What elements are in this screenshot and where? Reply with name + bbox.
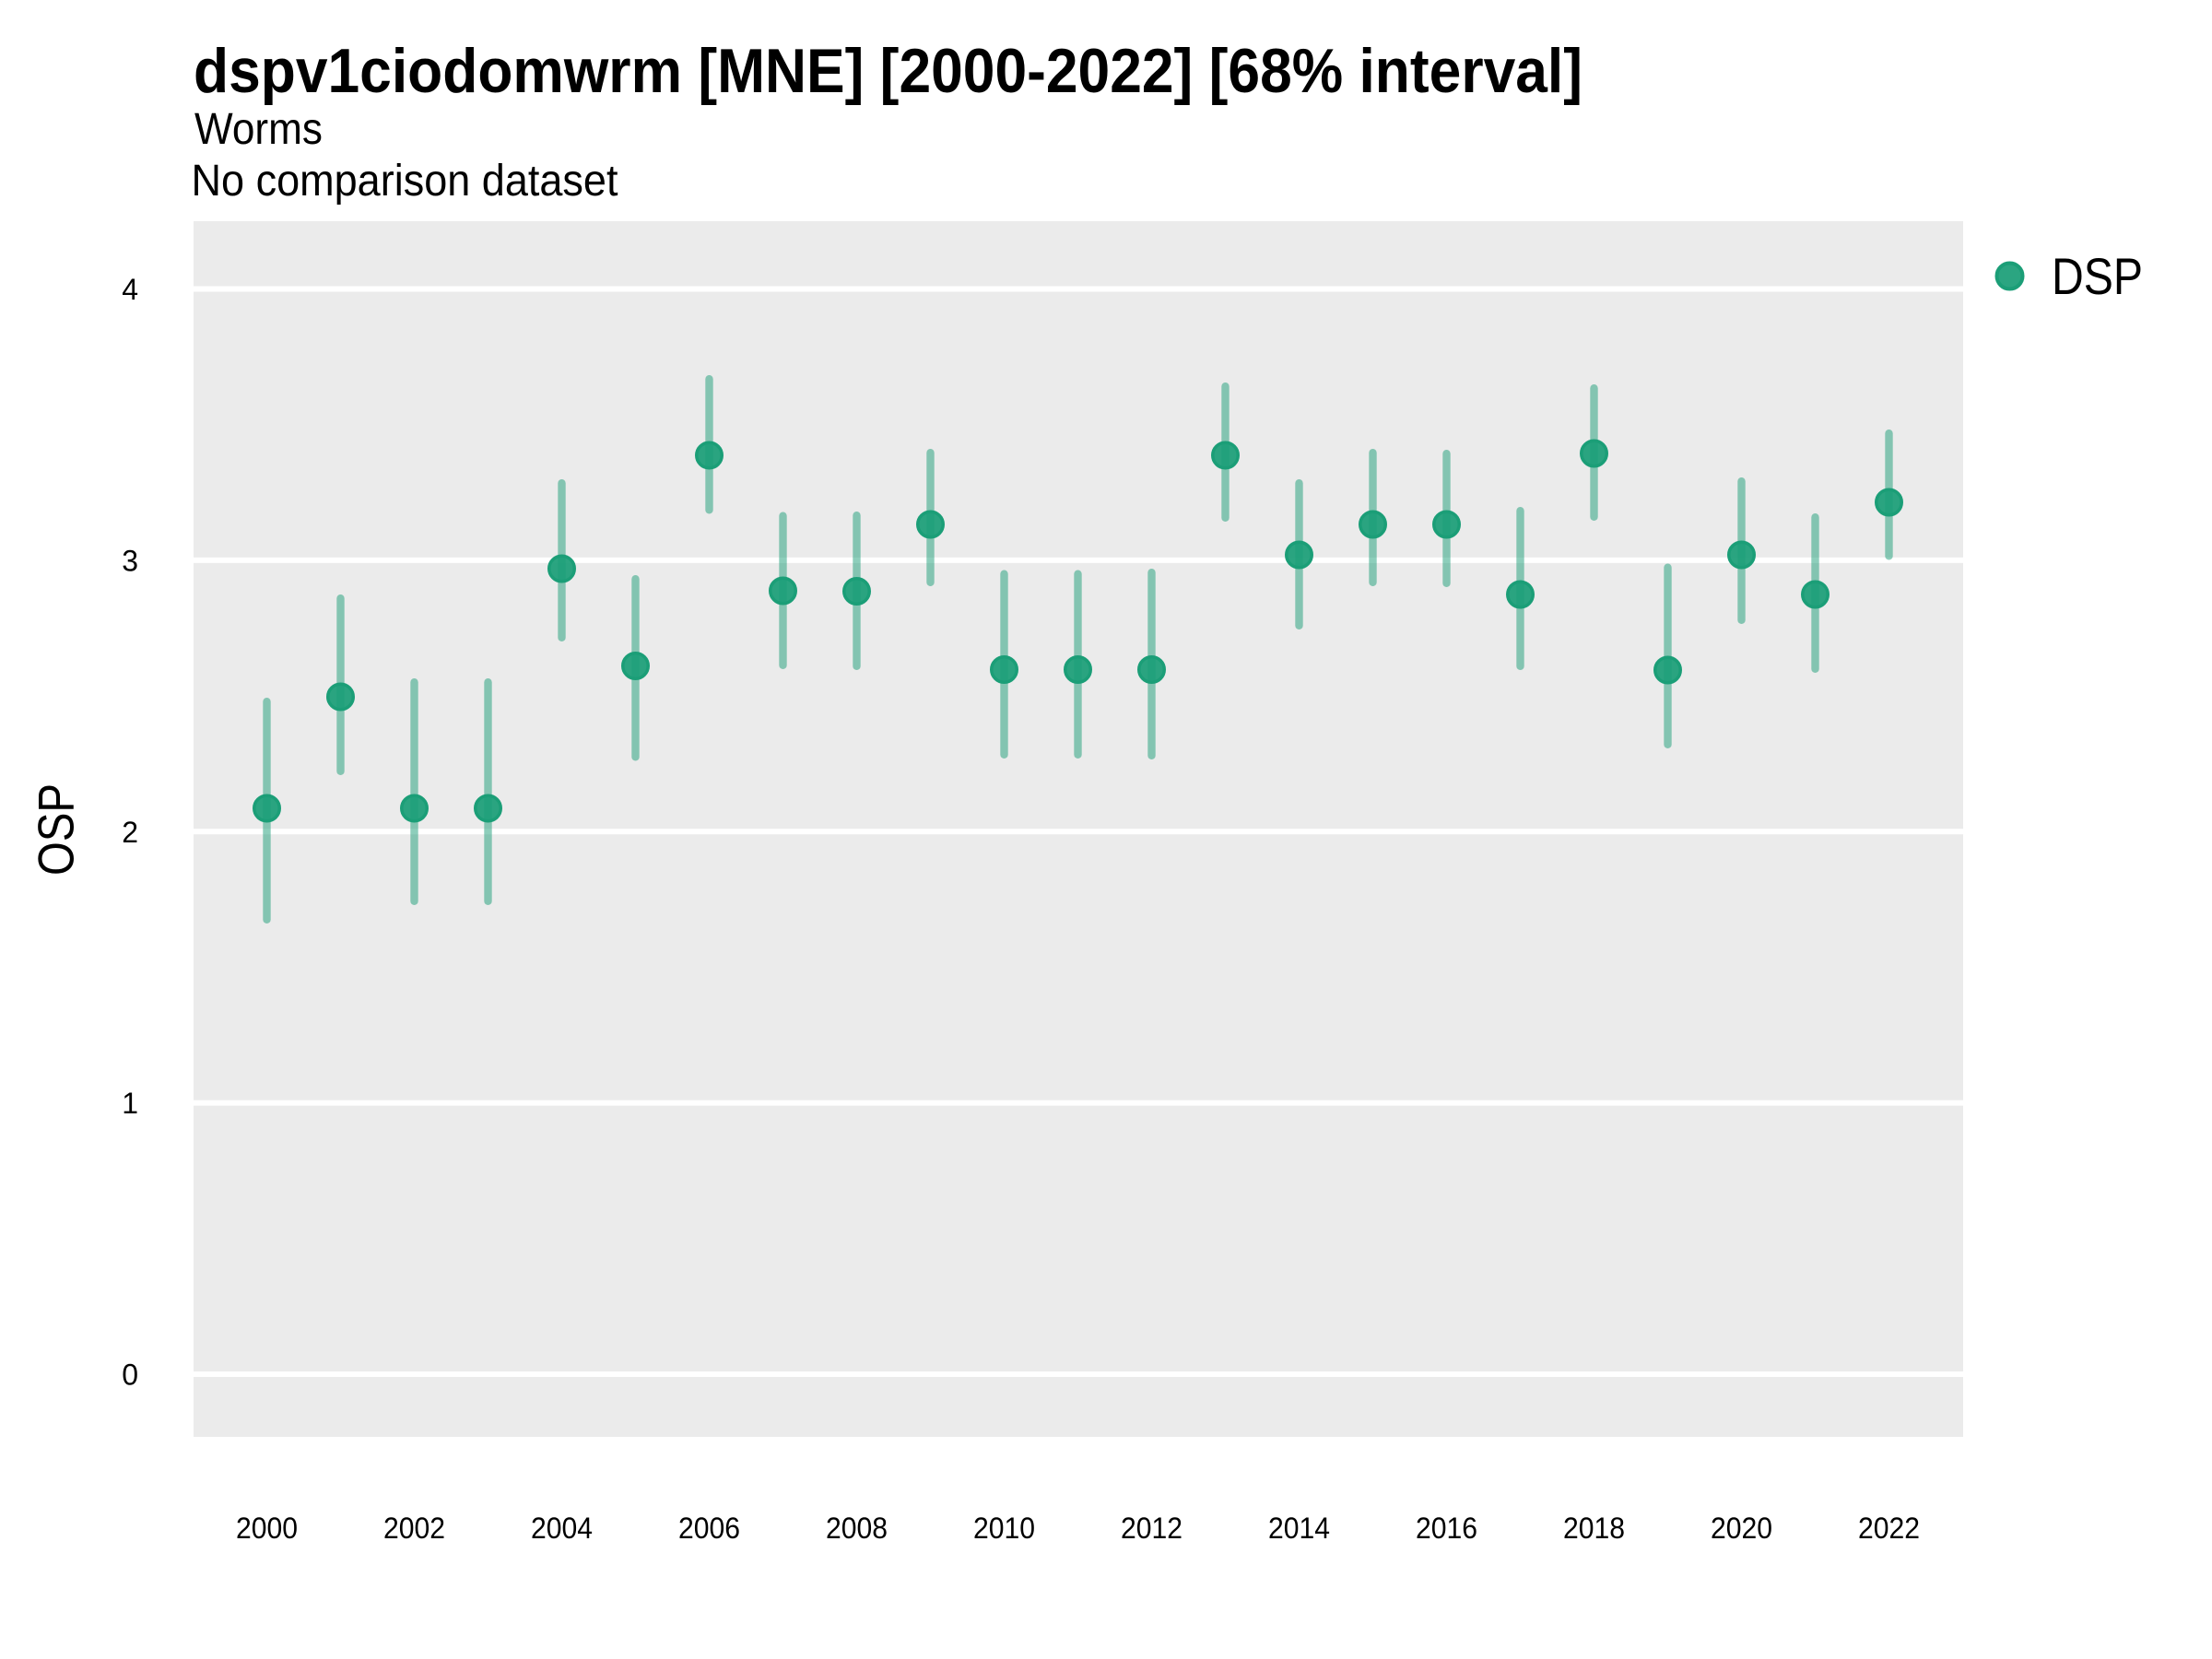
- svg-text:0: 0: [122, 1359, 138, 1392]
- svg-text:2016: 2016: [1416, 1512, 1477, 1545]
- svg-text:2006: 2006: [678, 1512, 740, 1545]
- svg-text:2002: 2002: [383, 1512, 445, 1545]
- svg-text:dspv1ciodomwrm [MNE] [2000-202: dspv1ciodomwrm [MNE] [2000-2022] [68% in…: [194, 36, 1583, 106]
- svg-text:No comparison dataset: No comparison dataset: [192, 156, 618, 206]
- svg-text:2020: 2020: [1711, 1512, 1772, 1545]
- svg-text:Worms: Worms: [194, 104, 323, 154]
- svg-text:1: 1: [122, 1087, 138, 1120]
- svg-text:2000: 2000: [236, 1512, 298, 1545]
- svg-text:DSP: DSP: [2052, 247, 2143, 305]
- svg-text:OSP: OSP: [28, 783, 85, 876]
- svg-text:2008: 2008: [826, 1512, 888, 1545]
- svg-text:2018: 2018: [1563, 1512, 1625, 1545]
- svg-text:2: 2: [122, 816, 138, 849]
- svg-text:2010: 2010: [973, 1512, 1035, 1545]
- svg-text:2022: 2022: [1858, 1512, 1920, 1545]
- svg-text:2012: 2012: [1121, 1512, 1182, 1545]
- svg-text:2004: 2004: [531, 1512, 593, 1545]
- svg-text:3: 3: [122, 544, 138, 577]
- svg-text:2014: 2014: [1268, 1512, 1330, 1545]
- svg-text:4: 4: [122, 273, 138, 306]
